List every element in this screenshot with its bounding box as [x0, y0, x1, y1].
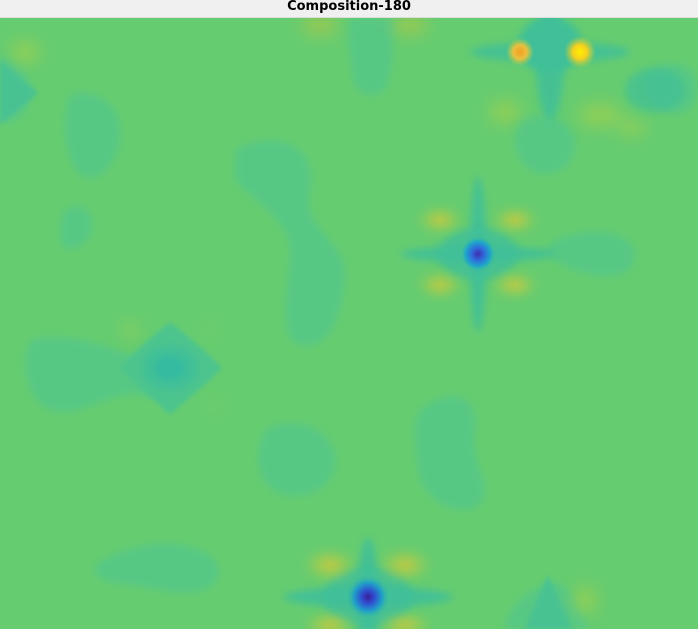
center-feature [400, 176, 556, 332]
top-right-feature [470, 18, 685, 120]
window-title: Composition-180 [0, 0, 698, 18]
bottom-right-feature [525, 575, 572, 629]
left-feature [120, 322, 222, 415]
image-canvas [0, 18, 698, 629]
composition-image [0, 18, 698, 629]
bottom-feature [283, 537, 453, 629]
yellow-green-halos [11, 18, 646, 614]
left-edge-feature [0, 60, 38, 125]
